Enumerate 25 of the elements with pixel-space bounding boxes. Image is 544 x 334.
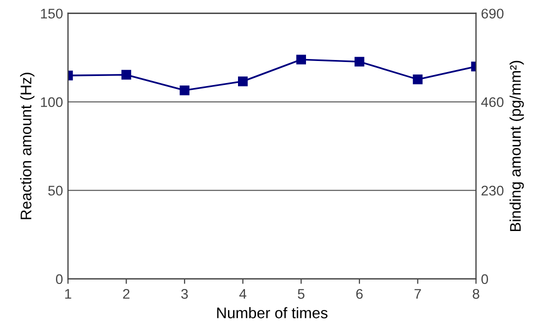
x-tick-label: 8 [472,288,480,299]
point [412,74,423,84]
y2-tick-label: 0 [481,274,488,284]
point [180,86,190,96]
x-tick-label: 1 [65,289,72,299]
x-tick-label: 6 [356,288,363,299]
point [121,70,132,80]
y-tick-label: 150 [41,8,63,19]
y-tick-label: 0 [56,274,63,284]
x-axis-title: Number of times [217,307,328,318]
x-tick-label: 7 [414,289,421,299]
point [296,54,306,64]
point [354,56,364,67]
x-tick-label: 4 [239,289,246,299]
x-tick-label: 5 [298,289,304,299]
y-tick-label: 100 [41,97,63,108]
y2-axis-title: Binding amount (pg/mm²) [510,60,524,232]
y2-tick-label: 690 [482,8,504,19]
point [238,76,248,86]
y2-tick-label: 230 [482,186,504,196]
y-axis-title: Reaction amount (Hz) [20,72,34,220]
x-tick-label: 3 [181,288,188,299]
y-tick-label: 50 [48,186,63,196]
y2-tick-label: 460 [481,97,504,108]
x-tick-label: 2 [123,288,130,299]
